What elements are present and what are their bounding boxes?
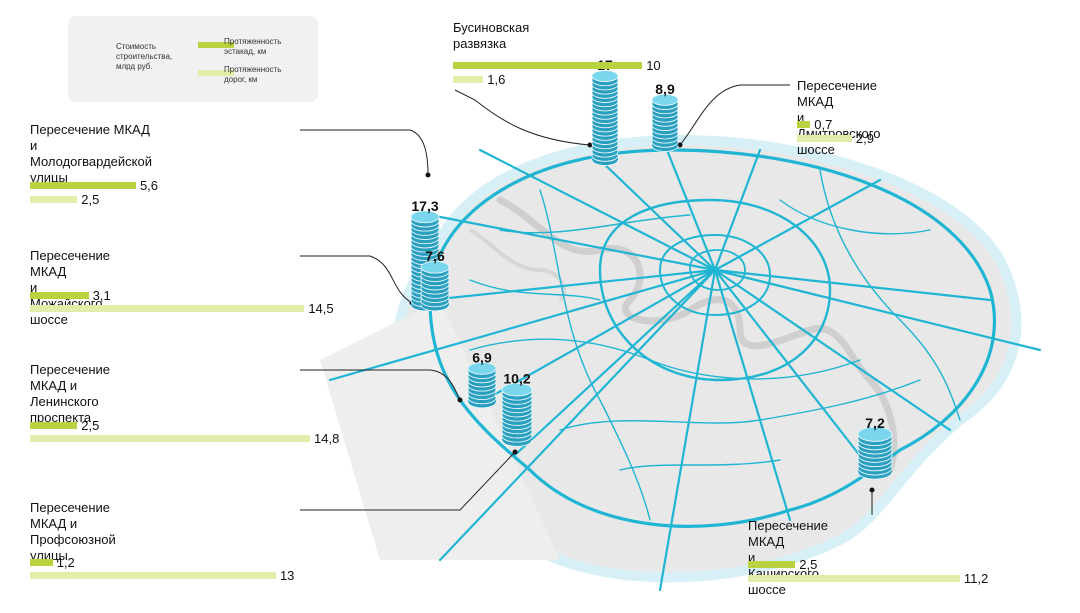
- cost-label-leninsky: 6,9: [472, 349, 492, 365]
- cost-stacks: [410, 70, 893, 480]
- road-value: 14,8: [314, 431, 340, 446]
- road-bar: [797, 135, 852, 142]
- legend-overpass-swatch: [198, 42, 234, 48]
- cost-stack-dmitrovskoe: [651, 93, 679, 152]
- junction-name: Пересечение МКАД и Дмитровского шоссе: [797, 78, 881, 157]
- overpass-bar: [30, 559, 53, 566]
- road-network: [328, 143, 1042, 592]
- junction-name: Пересечение МКАД и Молодогвардейской ули…: [30, 122, 152, 185]
- legend-cost-label: Стоимость строительства, млрд руб.: [116, 42, 173, 71]
- overpass-bar: [453, 62, 643, 69]
- road-bar: [453, 76, 484, 83]
- cost-stack-mozhayskoe: [420, 260, 450, 312]
- junction-name: Пересечение МКАД и Профсоюзной улицы: [30, 500, 116, 563]
- overpass-bar: [30, 292, 89, 299]
- overpass-value: 5,6: [139, 178, 159, 193]
- legend-overpass-label: Протяженность эстакад, км: [224, 37, 282, 56]
- cost-stack-kashirskoe: [857, 426, 893, 480]
- cost-stack-businovskaya: [591, 70, 619, 166]
- road-bar: [30, 196, 78, 203]
- cost-stack-profsoyuznaya: [501, 382, 533, 447]
- road-bar: [30, 435, 310, 442]
- road-value: 2,9: [855, 131, 874, 146]
- secondary-roads: [469, 169, 961, 521]
- legend: Стоимость строительства, млрд руб. Протя…: [68, 16, 318, 102]
- road-bar: [748, 575, 960, 582]
- cost-label-dmitrovskoe: 8,9: [655, 81, 675, 97]
- legend-roads-label: Протяженность дорог, км: [224, 65, 282, 84]
- cost-label-molodogvardeyskaya: 17,3: [411, 198, 438, 214]
- cost-label-profsoyuznaya: 10,2: [503, 371, 530, 387]
- radial-roads: [328, 143, 1042, 592]
- overpass-bar: [748, 561, 796, 568]
- cost-label-mozhayskoe: 7,6: [425, 248, 445, 264]
- overpass-bar: [797, 121, 811, 128]
- cost-label-kashirskoe: 7,2: [865, 415, 885, 431]
- overpass-value: 0,7: [814, 117, 833, 132]
- overpass-value: 2,5: [81, 418, 100, 433]
- road-value: 2,5: [81, 192, 100, 207]
- legend-roads-swatch: [198, 70, 234, 76]
- overpass-value: 3,1: [92, 288, 111, 303]
- overpass-value: 10: [646, 58, 661, 73]
- overpass-bar: [30, 182, 136, 189]
- leader-lines: [300, 84, 873, 515]
- ttk-ring: [598, 198, 832, 382]
- road-bar: [30, 305, 305, 312]
- junction-name: Пересечение МКАД и Ленинского проспекта: [30, 362, 111, 425]
- mkad-ring: [428, 148, 997, 528]
- overpass-value: 1,2: [56, 555, 75, 570]
- overpass-bar: [30, 422, 78, 429]
- overpass-value: 2,5: [799, 557, 818, 572]
- cost-stack-leninsky: [467, 362, 497, 409]
- road-value: 13: [279, 568, 295, 583]
- river-branch: [469, 228, 566, 302]
- junction-name: Бусиновская развязка: [453, 20, 530, 51]
- road-value: 11,2: [963, 571, 989, 586]
- road-value: 14,5: [308, 301, 334, 316]
- road-bar: [30, 572, 276, 579]
- road-value: 1,6: [487, 72, 506, 87]
